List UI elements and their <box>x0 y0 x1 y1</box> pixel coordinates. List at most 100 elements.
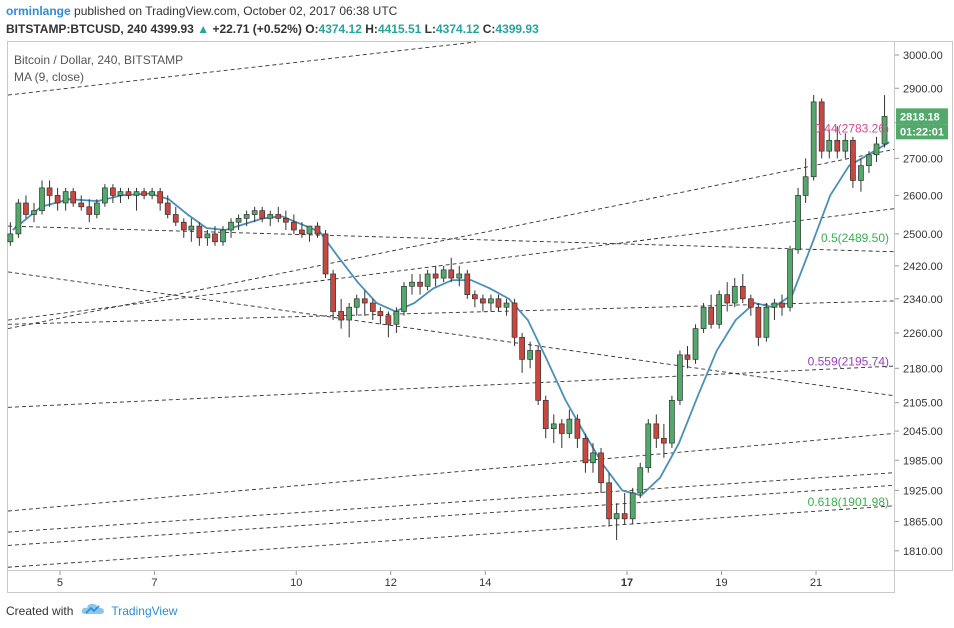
candle-72 <box>574 414 581 448</box>
created-with-label: Created with <box>6 603 74 618</box>
candle-body <box>102 187 108 204</box>
candle-body <box>86 206 93 215</box>
candle-body <box>157 191 164 204</box>
candle-104 <box>826 129 833 159</box>
last-price-tag <box>896 108 948 125</box>
candle-108 <box>858 158 864 192</box>
candle-body <box>314 225 321 235</box>
candle-55 <box>440 265 447 283</box>
candle-body <box>850 140 856 181</box>
candle-43 <box>346 303 353 338</box>
candle-28 <box>228 218 234 238</box>
candle-body <box>180 221 187 231</box>
candle-body <box>196 225 203 239</box>
candle-body <box>480 298 486 304</box>
y-tick-label: 3000.00 <box>903 50 943 62</box>
candle-body <box>440 269 447 279</box>
candle-body <box>291 221 297 231</box>
candle-35 <box>282 210 289 230</box>
candle-body <box>125 191 132 196</box>
candle-70 <box>558 419 565 448</box>
trendline-7 <box>7 433 895 512</box>
candle-body <box>519 336 525 360</box>
candle-body <box>669 399 675 444</box>
candle-37 <box>299 222 305 238</box>
candle-body <box>598 452 604 484</box>
candle-body <box>243 214 250 219</box>
y-tick-label: 2340.00 <box>903 294 943 306</box>
candle-body <box>46 187 53 196</box>
candle-56 <box>448 257 455 283</box>
candle-61 <box>488 294 494 312</box>
tradingview-cloud-icon[interactable] <box>81 602 105 619</box>
candle-body <box>448 269 455 279</box>
candle-body <box>409 281 415 287</box>
author-link[interactable]: orminlange <box>6 4 71 18</box>
candle-body <box>7 233 14 243</box>
candle-98 <box>779 294 785 316</box>
candle-body <box>858 165 864 181</box>
chart-legend-ma: MA (9, close) <box>14 70 85 84</box>
candle-103 <box>818 98 825 159</box>
trendline-0 <box>7 41 476 96</box>
x-tick-label: 17 <box>621 577 633 589</box>
candle-body <box>590 452 596 464</box>
candle-74 <box>590 443 596 473</box>
chart-pane[interactable] <box>7 41 895 571</box>
candle-32 <box>259 206 266 223</box>
trendline-10 <box>7 505 895 568</box>
candle-12 <box>102 184 108 207</box>
candle-body <box>700 306 707 329</box>
tradingview-brand-link[interactable]: TradingView <box>111 603 178 618</box>
candle-60 <box>480 294 486 312</box>
candle-85 <box>677 350 683 406</box>
candle-45 <box>361 290 368 316</box>
candle-95 <box>755 303 762 347</box>
candle-body <box>299 229 305 235</box>
x-tick-label: 21 <box>810 577 822 589</box>
x-tick-label: 14 <box>479 577 491 589</box>
candle-9 <box>78 195 85 211</box>
time-axis[interactable] <box>7 571 895 593</box>
y-tick-label: 2420.00 <box>903 261 943 273</box>
low-label: L: <box>424 22 436 36</box>
candle-body <box>23 202 29 215</box>
candle-body <box>763 306 770 338</box>
candle-29 <box>235 214 242 230</box>
candle-5 <box>46 180 53 207</box>
candle-50 <box>401 282 407 316</box>
candle-body <box>779 302 785 308</box>
countdown-tag-label: 01:22:01 <box>900 126 944 138</box>
candle-44 <box>353 294 360 316</box>
trendline-3 <box>7 271 895 397</box>
candle-33 <box>267 210 274 227</box>
candle-body <box>787 249 793 308</box>
candle-body <box>708 306 714 325</box>
candle-body <box>621 513 628 520</box>
candle-71 <box>566 409 573 439</box>
candle-body <box>731 285 738 304</box>
candle-16 <box>133 187 140 211</box>
candle-66 <box>527 341 533 369</box>
candle-68 <box>542 395 549 439</box>
candle-body <box>424 273 431 287</box>
candle-31 <box>251 206 258 223</box>
candle-27 <box>220 226 226 246</box>
candle-101 <box>802 158 809 204</box>
candle-36 <box>291 214 297 234</box>
candle-body <box>401 285 407 312</box>
candle-18 <box>149 187 155 200</box>
candle-body <box>535 350 542 401</box>
candle-body <box>306 225 313 235</box>
trendline-6 <box>7 365 895 408</box>
candle-15 <box>125 187 132 200</box>
candle-body <box>503 302 510 308</box>
candle-body <box>661 437 667 444</box>
candle-body <box>117 191 124 196</box>
y-tick-label: 1810.00 <box>903 546 943 558</box>
candle-97 <box>771 298 778 321</box>
price-change: +22.71 (+0.52%) <box>212 22 302 36</box>
trendline-4 <box>7 208 895 321</box>
ma-line <box>12 141 890 497</box>
